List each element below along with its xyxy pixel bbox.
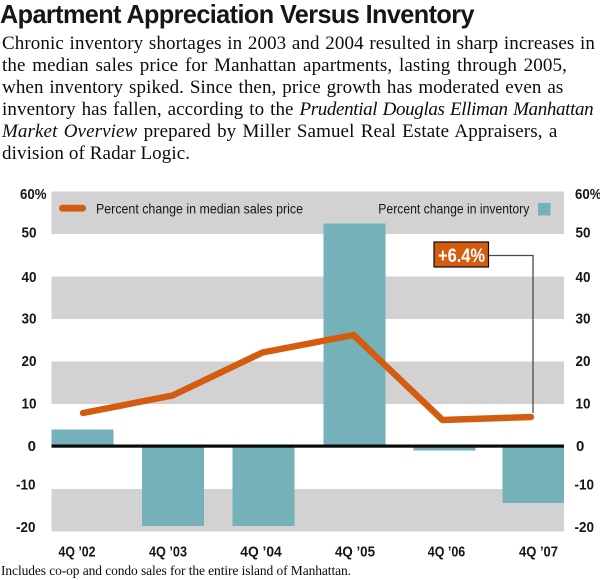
svg-text:60%: 60% (575, 186, 600, 203)
svg-text:10: 10 (576, 396, 591, 413)
svg-text:40: 40 (22, 269, 37, 286)
svg-text:4Q ’05: 4Q ’05 (335, 544, 375, 561)
svg-text:40: 40 (576, 269, 591, 286)
svg-text:4Q ’06: 4Q ’06 (428, 544, 466, 561)
svg-text:10: 10 (22, 396, 37, 413)
svg-text:-20: -20 (575, 519, 595, 536)
svg-text:4Q ’07: 4Q ’07 (519, 544, 558, 561)
svg-text:0: 0 (576, 438, 584, 455)
svg-text:20: 20 (576, 353, 591, 370)
svg-text:20: 20 (22, 353, 37, 370)
svg-text:Percent change in inventory: Percent change in inventory (378, 202, 529, 217)
svg-text:0: 0 (28, 438, 36, 455)
svg-text:50: 50 (576, 225, 591, 242)
svg-text:30: 30 (576, 311, 591, 328)
svg-text:-10: -10 (575, 477, 595, 494)
svg-text:4Q ’02: 4Q ’02 (59, 544, 96, 561)
svg-text:Percent change in median sales: Percent change in median sales price (96, 202, 303, 217)
svg-text:30: 30 (22, 311, 37, 328)
svg-text:-20: -20 (16, 519, 36, 536)
svg-text:4Q ’03: 4Q ’03 (149, 544, 187, 561)
svg-text:4Q ’04: 4Q ’04 (240, 544, 282, 561)
svg-text:50: 50 (22, 225, 37, 242)
svg-text:-10: -10 (16, 477, 36, 494)
svg-text:60%: 60% (20, 186, 47, 203)
svg-text:+6.4%: +6.4% (438, 245, 485, 267)
